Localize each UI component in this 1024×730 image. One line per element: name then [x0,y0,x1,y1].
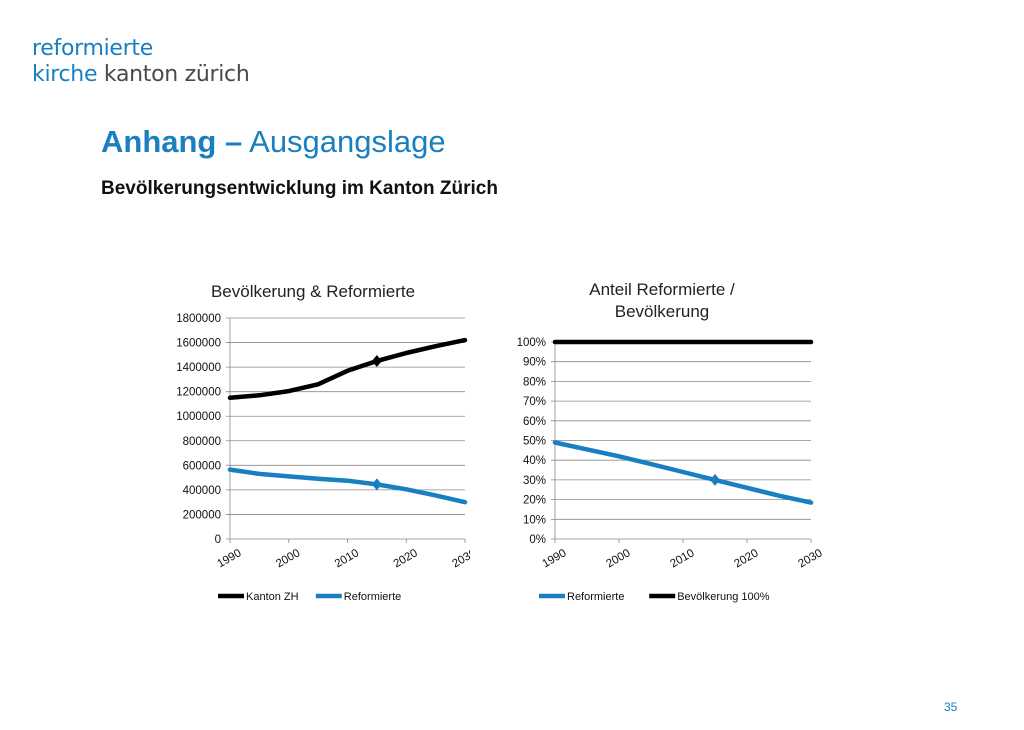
series-line-kanton-zh [227,337,468,401]
y-tick-label: 200000 [183,509,221,521]
x-tick-label: 2010 [333,547,361,570]
series-marker [371,478,382,491]
x-tick-label: 1990 [215,547,243,570]
y-tick-label: 40% [523,455,546,467]
y-tick-label: 800000 [183,436,221,448]
logo-word-kirche: kirche [32,62,98,87]
series-marker [371,354,382,367]
y-tick-label: 100% [517,337,546,349]
y-tick-label: 80% [523,376,546,388]
logo-line-2: kirche kanton zürich [32,62,250,88]
series-line-reformierte [552,440,814,505]
y-tick-label: 1400000 [176,362,221,374]
chart-title: Bevölkerung & Reformierte [211,282,415,301]
x-tick-label: 2030 [450,547,470,570]
x-tick-label: 2000 [604,547,632,570]
y-tick-label: 50% [523,436,546,448]
chart-title-line: Anteil Reformierte / [589,280,735,299]
logo-word-kanton: kanton zürich [97,62,250,87]
x-tick-label: 2000 [274,547,302,570]
x-tick-label: 2020 [732,547,760,570]
logo: reformierte kirche kanton zürich [32,36,250,88]
x-tick-label: 2010 [668,547,696,570]
page-number: 35 [944,700,958,714]
y-tick-label: 600000 [183,460,221,472]
y-tick-label: 0 [215,534,221,546]
y-tick-label: 1800000 [176,313,221,325]
y-tick-label: 90% [523,357,546,369]
legend-label: Kanton ZH [246,591,299,603]
y-tick-label: 20% [523,495,546,507]
title-normal: Ausgangslage [242,124,446,159]
y-tick-label: 1200000 [176,387,221,399]
x-tick-label: 2020 [392,547,420,570]
page-title: Anhang – Ausgangslage [101,124,446,160]
chart-title-line: Bevölkerung [615,302,710,321]
x-tick-label: 1990 [540,547,568,570]
series-marker [710,473,720,486]
legend-label: Bevölkerung 100% [677,591,770,603]
x-tick-label: 2030 [796,547,824,570]
y-tick-label: 10% [523,514,546,526]
logo-line-1: reformierte [32,36,153,61]
y-tick-label: 1000000 [176,411,221,423]
title-bold: Anhang – [101,124,243,159]
y-tick-label: 60% [523,416,546,428]
y-tick-label: 70% [523,396,546,408]
y-tick-label: 1600000 [176,338,221,350]
y-tick-label: 0% [529,534,546,546]
y-tick-label: 30% [523,475,546,487]
legend-label: Reformierte [344,591,401,603]
chart-population-reformed: Bevölkerung & Reformierte 0 200000 400000 60… [176,282,470,603]
page-subtitle: Bevölkerungsentwicklung im Kanton Zürich [101,178,498,199]
series-line-reformierte [227,467,468,505]
y-tick-label: 400000 [183,485,221,497]
chart-share-reformed: Anteil Reformierte / Bevölkerung 0% 10% 20% 3… [517,280,825,603]
legend-label: Reformierte [567,591,624,603]
